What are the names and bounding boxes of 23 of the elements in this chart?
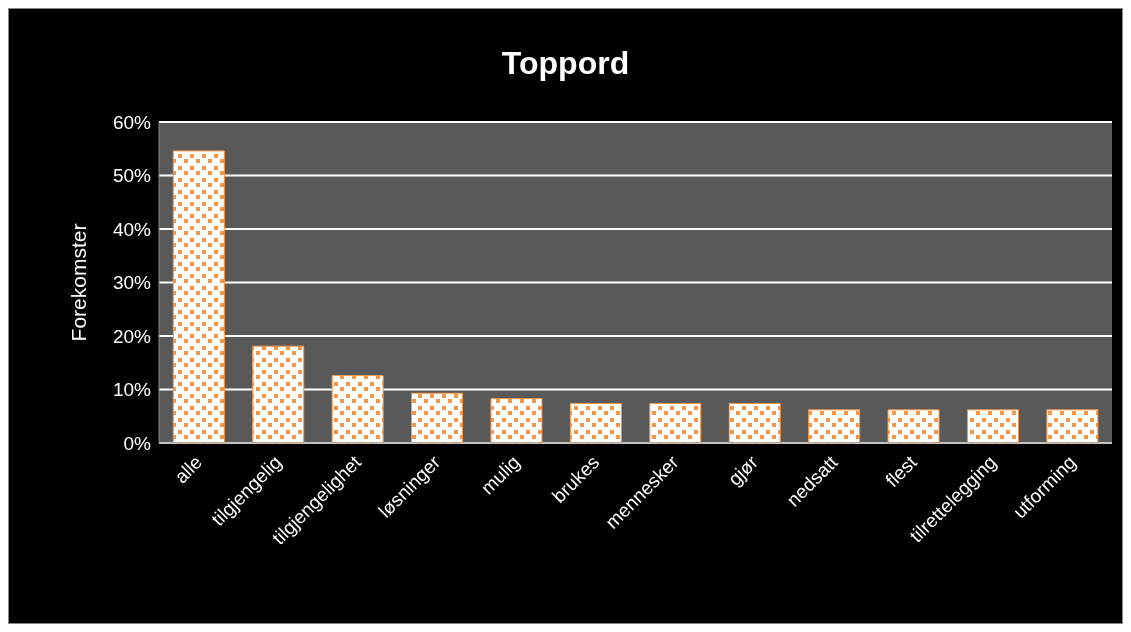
bar (887, 409, 940, 443)
y-axis-title: Forekomster (67, 223, 91, 342)
bar (252, 345, 305, 443)
y-tick-label: 60% (112, 111, 152, 133)
x-tick-label: alle (170, 451, 207, 488)
bar (331, 375, 384, 443)
bar (490, 398, 543, 443)
bar (569, 402, 622, 443)
y-tick-label: 20% (112, 325, 152, 347)
bar (728, 402, 781, 443)
bar (966, 409, 1019, 443)
bar (1046, 409, 1099, 443)
y-tick-label: 10% (112, 379, 152, 401)
y-tick-label: 30% (112, 272, 152, 294)
y-tick-label: 50% (112, 165, 152, 187)
bar (411, 392, 464, 443)
x-tick-label: gjør (724, 451, 763, 490)
y-tick-label: 40% (112, 218, 152, 240)
chart-title: Toppord (500, 45, 631, 82)
y-tick-label: 0% (123, 432, 152, 454)
bar (808, 409, 861, 443)
bar (172, 150, 225, 443)
bar (649, 402, 702, 443)
